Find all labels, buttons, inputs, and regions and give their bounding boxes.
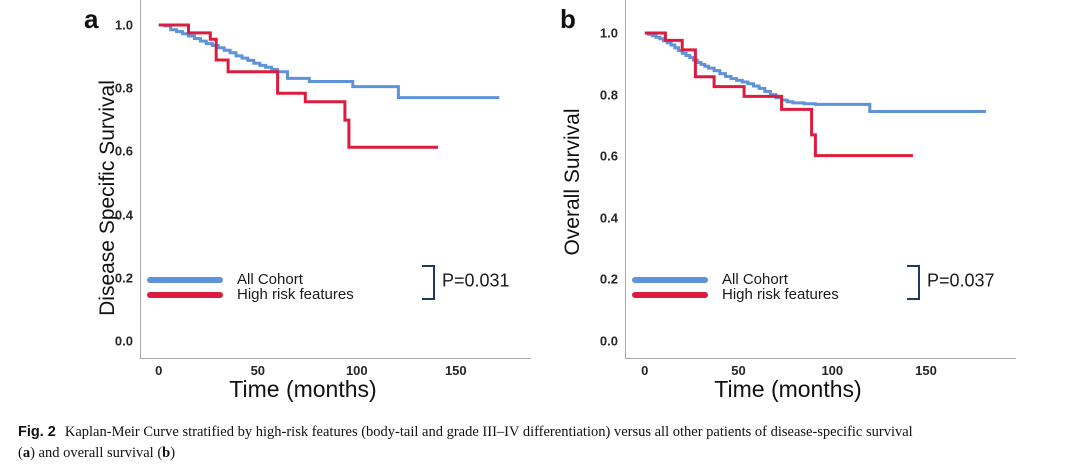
y-tick-1.0: 1.0	[114, 17, 133, 33]
x-tick-150: 150	[444, 363, 467, 378]
y-tick-0.6: 0.6	[599, 148, 618, 164]
caption-text-1: Kaplan-Meir Curve stratified by high-ris…	[64, 424, 913, 440]
p-value-b: P=0.037	[927, 270, 995, 291]
caption-open-paren: (	[18, 445, 23, 462]
series-high-risk-features	[158, 23, 438, 149]
x-tick-0: 0	[641, 363, 649, 378]
p-value-a: P=0.031	[442, 270, 510, 291]
figure-caption: Fig. 2 Kaplan-Meir Curve stratified by hi…	[18, 422, 1068, 464]
y-tick-0.6: 0.6	[114, 143, 133, 159]
all-cohort-line-swatch	[147, 276, 223, 283]
caption-fig-label: Fig. 2	[18, 424, 56, 440]
caption-panel-b-ref: b	[162, 445, 171, 462]
legend-row-high-risk: High risk features	[147, 286, 354, 303]
legend-label-high-risk: High risk features	[237, 286, 354, 303]
comparison-bracket	[907, 265, 920, 300]
series-all-cohort	[158, 23, 500, 100]
high-risk-line-swatch	[632, 291, 708, 298]
y-tick-1.0: 1.0	[599, 25, 618, 41]
panel-b-letter: b	[560, 4, 576, 34]
y-tick-0.8: 0.8	[599, 87, 618, 103]
all-cohort-line-swatch	[632, 276, 708, 283]
panel-b-y-axis-label: Overall Survival	[561, 108, 584, 256]
y-tick-0.2: 0.2	[599, 271, 618, 287]
y-tick-0.2: 0.2	[114, 270, 133, 286]
x-tick-50: 50	[250, 363, 266, 378]
panel-a-letter: a	[84, 4, 99, 34]
x-tick-100: 100	[821, 363, 844, 378]
panel-b-plot-area: All Cohort High risk features P=0.037 Ti…	[600, 0, 1016, 402]
legend-row-high-risk: High risk features	[632, 286, 839, 303]
y-tick-0.0: 0.0	[114, 333, 133, 349]
series-high-risk-features	[644, 31, 913, 158]
legend-row-all-cohort: All Cohort	[632, 271, 839, 288]
panel-b-legend: All Cohort High risk features	[632, 271, 839, 303]
x-tick-0: 0	[155, 363, 163, 378]
high-risk-line-swatch	[147, 291, 223, 298]
panel-a: a Disease Specific Survival All Cohort H…	[0, 0, 540, 412]
y-tick-0.4: 0.4	[114, 207, 133, 222]
km-curves-b	[644, 31, 986, 158]
caption-panel-a-ref: a	[22, 445, 31, 462]
legend-label-all-cohort: All Cohort	[237, 271, 303, 288]
legend-label-all-cohort: All Cohort	[722, 271, 788, 288]
km-curves-a	[158, 23, 500, 149]
legend-row-all-cohort: All Cohort	[147, 271, 354, 288]
panel-a-x-axis-label: Time (months)	[229, 376, 377, 402]
panel-b-x-axis-label: Time (months)	[714, 376, 862, 402]
y-tick-0.0: 0.0	[599, 333, 618, 349]
legend-label-high-risk: High risk features	[722, 286, 839, 303]
panel-a-legend: All Cohort High risk features	[147, 271, 354, 303]
panel-a-plot-area: All Cohort High risk features P=0.031 Ti…	[115, 0, 531, 402]
x-tick-100: 100	[345, 363, 368, 378]
y-tick-0.8: 0.8	[114, 80, 133, 96]
x-tick-50: 50	[731, 363, 746, 378]
comparison-bracket	[422, 265, 435, 300]
caption-text-2: ) and overall survival (	[30, 445, 163, 462]
panel-b: b Overall Survival All Cohort High risk …	[540, 0, 1080, 412]
y-tick-0.4: 0.4	[599, 210, 618, 226]
caption-text-3: )	[170, 445, 176, 462]
x-tick-150: 150	[915, 363, 937, 378]
